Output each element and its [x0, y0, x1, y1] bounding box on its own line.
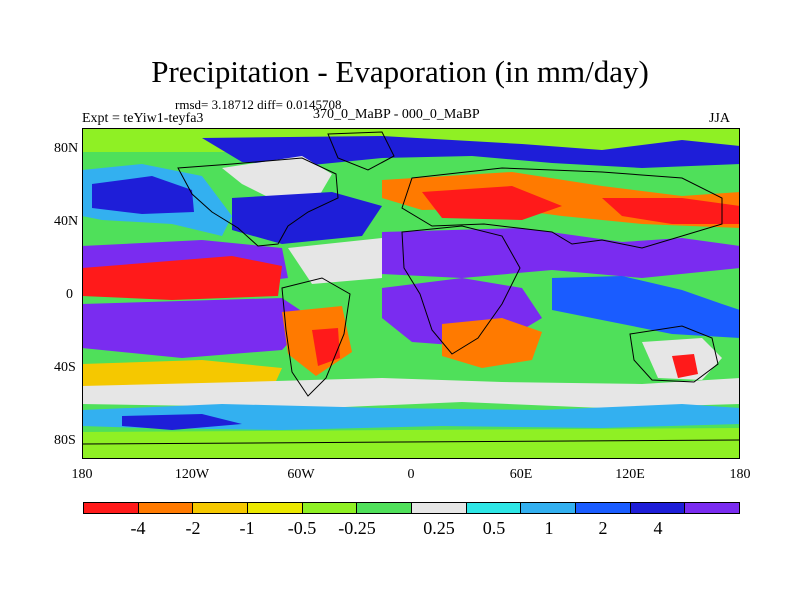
- southern-ocean-wet: [82, 404, 740, 430]
- antarctica-outline: [82, 439, 740, 445]
- stats-text: rmsd= 3.18712 diff= 0.0145708: [175, 97, 342, 112]
- colorbar-label-7: 0.5: [482, 518, 506, 538]
- colorbar-swatch-3: [193, 503, 249, 513]
- colorbar-label-2: -2: [185, 518, 201, 538]
- colorbar-swatch-7: [412, 503, 467, 513]
- lon-label-0: 0: [407, 467, 415, 482]
- season-label: JJA: [708, 111, 730, 126]
- colorbar: [83, 502, 740, 514]
- africa-south-dry: [442, 318, 542, 368]
- lat-label-80n: 80N: [54, 141, 79, 156]
- colorbar-label-5: -0.25: [338, 518, 376, 538]
- lat-label-0: 0: [66, 287, 73, 302]
- colorbar-label-1: -4: [130, 518, 146, 538]
- north-america-outline: [177, 157, 339, 247]
- lat-label-80s: 80S: [54, 433, 76, 448]
- africa-outline: [401, 225, 521, 355]
- coastlines: [82, 131, 740, 445]
- lon-label-60e: 60E: [509, 467, 533, 482]
- colorbar-swatch-9: [521, 503, 577, 513]
- experiment-label: Expt = teYiw1-teyfa3: [82, 111, 204, 126]
- australia-outline: [629, 325, 719, 383]
- eurasia-dry-core: [422, 186, 562, 220]
- southern-near-zero-band: [82, 378, 740, 408]
- australia-dry-core: [672, 354, 698, 378]
- north-atlantic-wet: [232, 192, 382, 244]
- lat-label-40s: 40S: [54, 360, 76, 375]
- lon-label-180w: 180: [71, 467, 93, 482]
- south-america-outline: [281, 277, 351, 397]
- precipitation-map: [82, 128, 740, 459]
- lon-label-180e: 180: [729, 467, 751, 482]
- greenland-outline: [327, 131, 395, 171]
- northern-wet-band: [202, 136, 740, 168]
- colorbar-swatch-1: [84, 503, 139, 513]
- colorbar-label-10: 4: [653, 518, 663, 538]
- colorbar-swatch-5: [302, 503, 358, 513]
- indian-ocean-wet: [382, 228, 740, 278]
- colorbar-swatch-12: [685, 503, 740, 513]
- colorbar-swatch-8: [466, 503, 522, 513]
- north-pacific-core: [92, 176, 194, 214]
- south-pacific-wet: [82, 298, 312, 358]
- colorbar-label-6: 0.25: [423, 518, 455, 538]
- south-america-dry-core: [312, 328, 340, 366]
- colorbar-label-3: -1: [239, 518, 255, 538]
- eurasia-outline: [401, 167, 723, 249]
- colorbar-label-8: 1: [544, 518, 554, 538]
- equatorial-dry-band: [82, 256, 282, 300]
- lat-label-40n: 40N: [54, 214, 79, 229]
- colorbar-swatch-4: [248, 503, 303, 513]
- southern-ocean-core: [122, 414, 242, 430]
- atlantic-near-zero: [288, 238, 382, 284]
- colorbar-label-4: -0.5: [287, 518, 317, 538]
- lon-label-120w: 120W: [174, 467, 210, 482]
- south-indian-wet: [552, 276, 740, 338]
- colorbar-swatch-10: [576, 503, 631, 513]
- colorbar-swatch-11: [630, 503, 686, 513]
- case-label: 370_0_MaBP - 000_0_MaBP: [313, 107, 480, 122]
- lon-label-60w: 60W: [287, 467, 315, 482]
- colorbar-swatch-2: [138, 503, 194, 513]
- colorbar-label-9: 2: [598, 518, 608, 538]
- lon-label-120e: 120E: [615, 467, 645, 482]
- chart-title: Precipitation - Evaporation (in mm/day): [151, 54, 649, 89]
- antarctic-band: [82, 428, 740, 459]
- east-asia-dry-core: [602, 198, 740, 224]
- colorbar-swatch-6: [357, 503, 413, 513]
